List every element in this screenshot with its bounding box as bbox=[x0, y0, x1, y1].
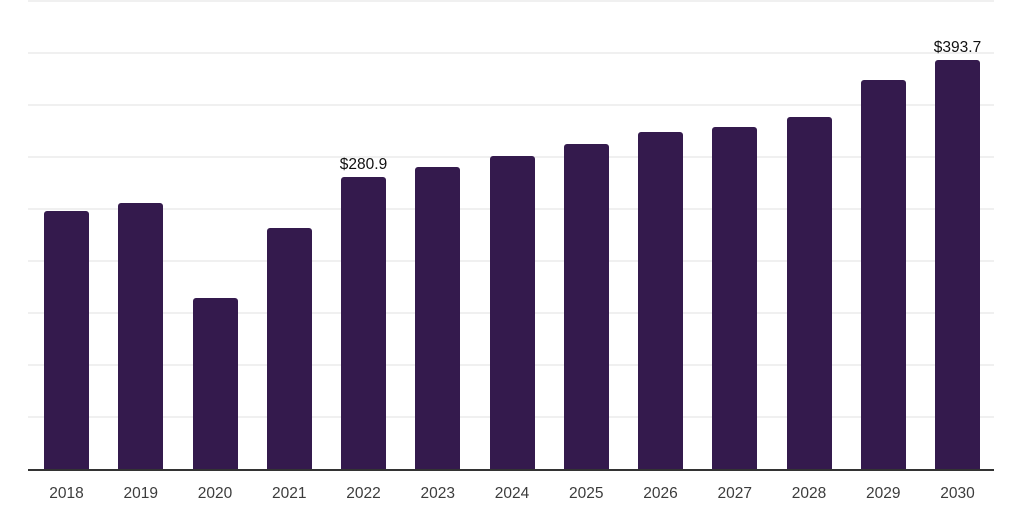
bar-2028[interactable] bbox=[786, 116, 832, 469]
x-tick-label-2023: 2023 bbox=[420, 485, 455, 502]
bar-2018[interactable] bbox=[44, 211, 89, 469]
x-axis-line bbox=[28, 469, 994, 471]
gridline-450 bbox=[28, 0, 994, 2]
x-tick-label-2029: 2029 bbox=[866, 485, 901, 502]
bar-2027[interactable] bbox=[712, 126, 758, 469]
gridline-350 bbox=[28, 104, 994, 106]
x-tick-label-2019: 2019 bbox=[123, 485, 158, 502]
bar-2030[interactable] bbox=[935, 59, 980, 469]
x-tick-label-2025: 2025 bbox=[569, 485, 604, 502]
bar-2022[interactable] bbox=[341, 176, 386, 469]
bar-value-label-2030: $393.7 bbox=[933, 38, 982, 56]
x-tick-label-2021: 2021 bbox=[272, 485, 307, 502]
x-tick-label-2030: 2030 bbox=[940, 485, 975, 502]
bar-2029[interactable] bbox=[860, 80, 906, 469]
x-tick-label-2028: 2028 bbox=[791, 485, 827, 502]
x-tick-label-2026: 2026 bbox=[643, 485, 678, 502]
bar-2020[interactable] bbox=[192, 297, 238, 469]
bar-2019[interactable] bbox=[118, 203, 164, 469]
gridline-400 bbox=[28, 52, 994, 54]
bar-2026[interactable] bbox=[638, 132, 683, 469]
bar-2025[interactable] bbox=[563, 144, 609, 469]
x-tick-label-2018: 2018 bbox=[49, 485, 84, 502]
x-tick-label-2027: 2027 bbox=[717, 485, 752, 502]
bar-2024[interactable] bbox=[489, 155, 535, 469]
x-tick-label-2022: 2022 bbox=[346, 485, 381, 502]
bar-2023[interactable] bbox=[415, 167, 461, 469]
x-tick-label-2020: 2020 bbox=[197, 485, 233, 502]
bar-2021[interactable] bbox=[266, 228, 312, 469]
bar-value-label-2022: $280.9 bbox=[339, 155, 388, 173]
x-tick-label-2024: 2024 bbox=[494, 485, 530, 502]
